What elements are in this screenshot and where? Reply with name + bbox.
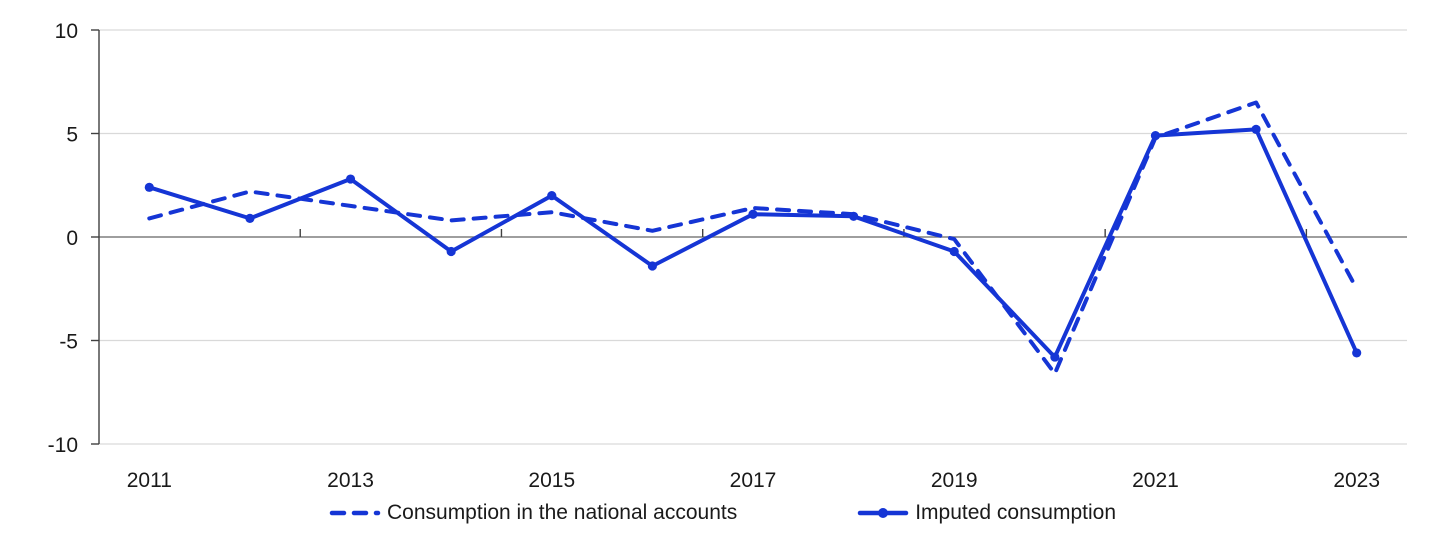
data-point-marker	[345, 174, 356, 184]
dashed-line-swatch-icon	[329, 510, 381, 516]
series-line-dashed	[147, 100, 1359, 376]
x-tick-label: 2021	[1132, 469, 1179, 492]
x-tick-label: 2017	[730, 469, 777, 492]
data-point-marker	[245, 213, 255, 223]
data-point-marker	[849, 211, 859, 221]
data-point-marker	[1050, 352, 1060, 362]
legend-item-national-accounts: Consumption in the national accounts	[329, 501, 737, 525]
data-point-marker	[446, 246, 456, 257]
y-tick-label: 10	[55, 20, 78, 43]
x-tick-label: 2015	[528, 469, 575, 492]
data-point-marker	[647, 261, 657, 271]
data-point-marker	[1352, 348, 1362, 358]
data-point-marker	[547, 191, 557, 201]
data-point-marker	[748, 209, 758, 219]
data-point-marker	[949, 246, 959, 257]
y-tick-label: 0	[66, 227, 78, 250]
data-point-marker	[1150, 130, 1161, 141]
solid-line-swatch-icon	[857, 508, 909, 518]
data-point-marker	[144, 182, 154, 192]
data-point-marker	[1251, 124, 1261, 134]
x-tick-label: 2011	[127, 469, 172, 492]
series-line-solid	[147, 127, 1359, 360]
legend-label: Imputed consumption	[915, 501, 1117, 524]
legend-item-imputed-consumption: Imputed consumption	[857, 501, 1116, 525]
x-tick-label: 2019	[931, 469, 978, 492]
y-tick-label: 5	[66, 124, 78, 147]
x-tick-label: 2023	[1333, 469, 1380, 492]
y-tick-label: -5	[59, 331, 78, 354]
legend: Consumption in the national accounts Imp…	[0, 501, 1445, 525]
legend-label: Consumption in the national accounts	[386, 501, 738, 524]
x-tick-label: 2013	[327, 469, 374, 492]
y-tick-label: -10	[48, 434, 78, 457]
